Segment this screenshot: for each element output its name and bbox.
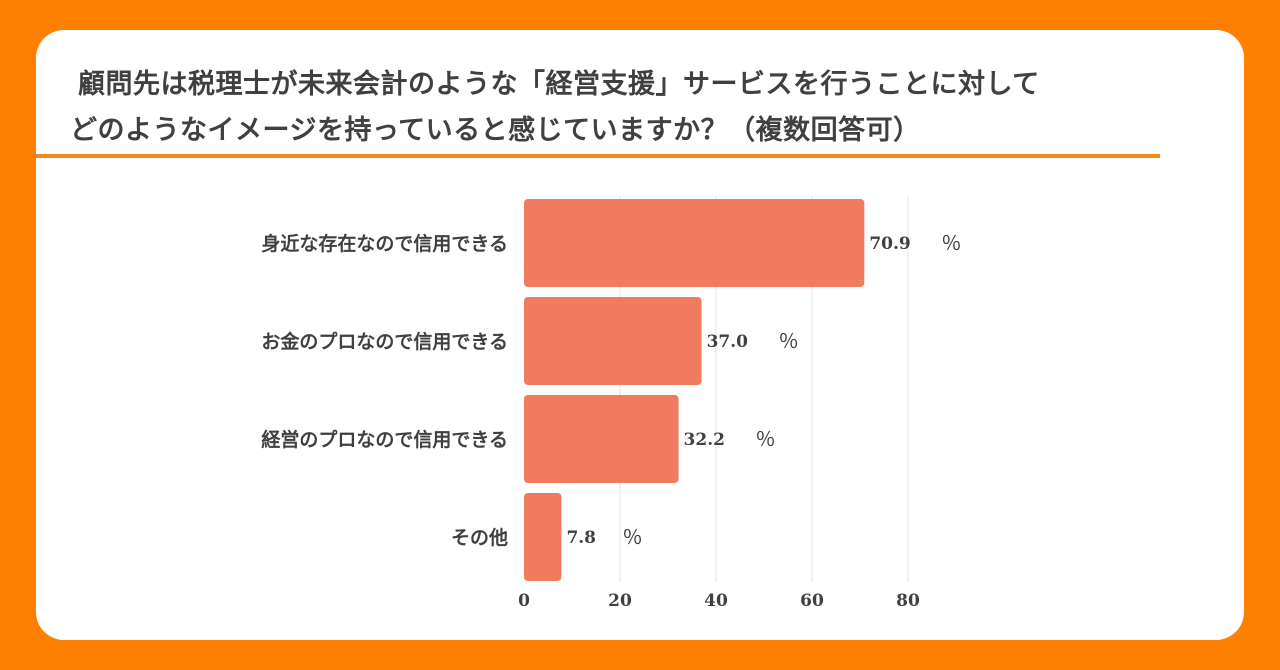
unit-label: ％ [779, 329, 799, 353]
unit-label: ％ [622, 525, 642, 549]
data-label: 70.9 [869, 234, 910, 254]
data-label: 32.2 [684, 430, 725, 450]
chart-title: 顧問先は税理士が未来会計のような「経営支援」サービスを行うことに対して どのよう… [70, 62, 1170, 154]
data-label: 37.0 [707, 332, 749, 352]
x-tick-label: 60 [800, 591, 824, 611]
x-tick-label: 0 [518, 591, 530, 611]
category-label: その他 [451, 526, 508, 549]
title-divider [36, 154, 1160, 158]
x-tick-label: 80 [896, 591, 920, 611]
value-labels: 70.9 ％ 37.0 ％ 32.2 ％ 7.8 ％ [566, 231, 961, 549]
x-axis-ticks: 0 20 40 60 80 [518, 591, 920, 611]
chart-title-line1: 顧問先は税理士が未来会計のような「経営支援」サービスを行うことに対して [78, 69, 1040, 100]
bar [524, 395, 679, 483]
bar [524, 297, 702, 385]
bar [524, 493, 562, 581]
category-label: お金のプロなので信用できる [261, 330, 508, 353]
category-label: 経営のプロなので信用できる [261, 428, 508, 451]
unit-label: ％ [756, 427, 776, 451]
x-tick-label: 40 [704, 591, 728, 611]
bar [524, 199, 865, 287]
x-tick-label: 20 [608, 591, 632, 611]
category-labels: 身近な存在なので信用できるお金のプロなので信用できる経営のプロなので信用できるそ… [261, 232, 508, 549]
data-label: 7.8 [566, 528, 596, 548]
category-label: 身近な存在なので信用できる [261, 232, 508, 255]
bars [524, 199, 865, 581]
unit-label: ％ [941, 231, 961, 255]
chart-title-line2: どのようなイメージを持っていると感じていますか？（複数回答可） [70, 115, 921, 146]
